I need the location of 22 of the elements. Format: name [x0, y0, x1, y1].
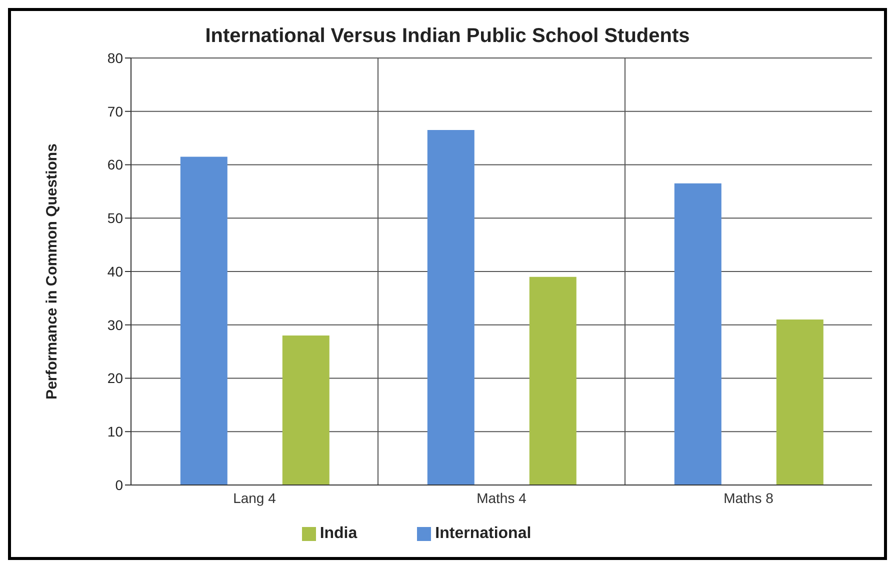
y-tick-label: 80	[107, 50, 124, 66]
x-tick-label: Maths 8	[724, 490, 774, 506]
bar	[674, 183, 722, 485]
y-tick-label: 70	[107, 103, 124, 120]
y-tick-label: 20	[107, 370, 124, 386]
bar	[776, 320, 824, 485]
x-tick-label: Maths 4	[476, 490, 527, 506]
chart-title: International Versus Indian Public School Students	[204, 25, 691, 48]
bar	[427, 130, 474, 485]
x-tick-label: Lang 4	[233, 490, 276, 506]
y-tick-label: 40	[107, 263, 124, 280]
y-tick-label: 10	[107, 424, 124, 440]
y-axis-title: Performance in Common Questions	[43, 144, 60, 400]
y-tick-label: 30	[107, 316, 124, 333]
bar	[282, 336, 330, 485]
legend-label: India	[320, 525, 358, 542]
y-tick-label: 50	[107, 210, 124, 226]
y-tick-label: 0	[115, 476, 124, 493]
bar	[180, 156, 228, 485]
bar	[529, 276, 576, 485]
y-tick-label: 60	[107, 156, 124, 173]
legend-label: International	[435, 525, 532, 542]
